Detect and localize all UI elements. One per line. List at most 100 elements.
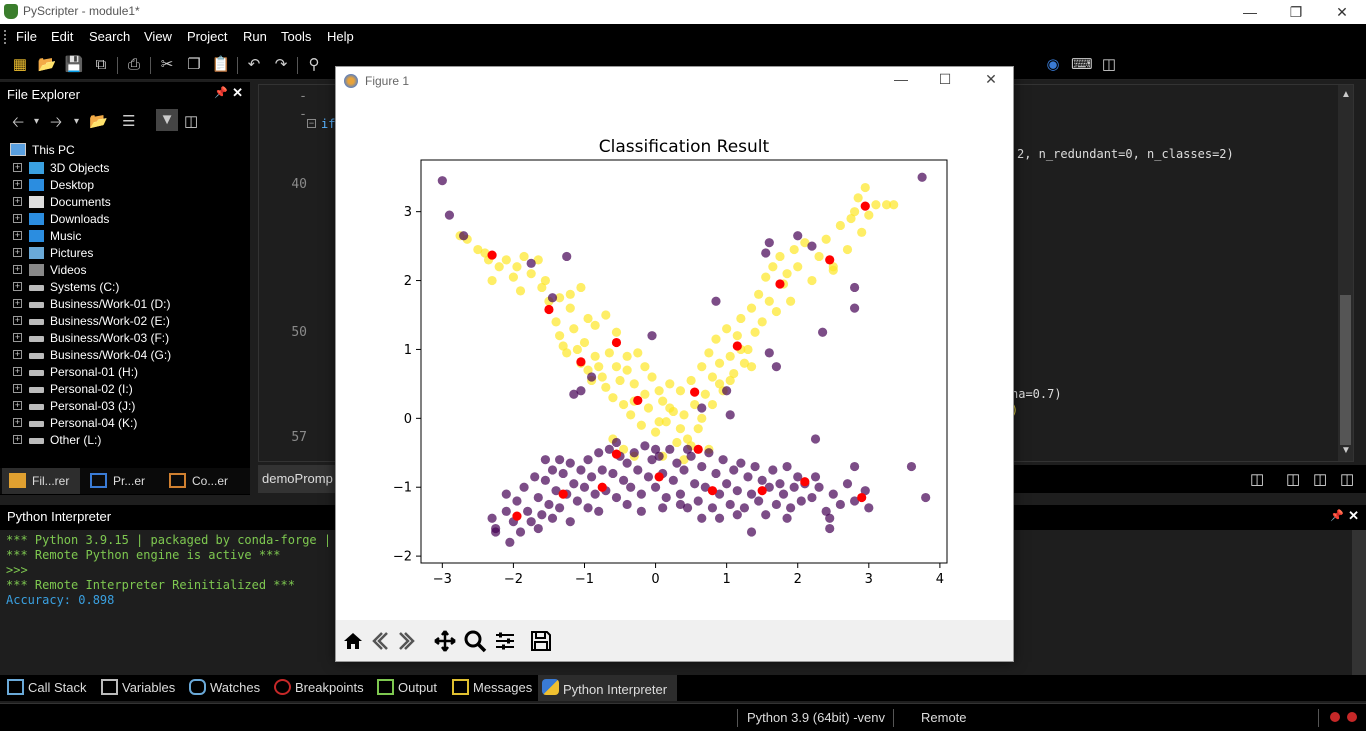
tree-item[interactable]: +3D Objects	[0, 160, 250, 177]
tab-watches[interactable]: Watches	[185, 675, 260, 701]
tab-call-stack[interactable]: Call Stack	[3, 675, 87, 701]
tab-python-interpreter[interactable]: Python Interpreter	[538, 675, 677, 701]
tree-item[interactable]: + Systems (C:)	[0, 279, 250, 296]
menu-run[interactable]: Run	[243, 29, 267, 44]
tree-item[interactable]: + Pictures	[0, 245, 250, 262]
tab-messages[interactable]: Messages	[448, 675, 532, 701]
close-panel-icon[interactable]: ✕	[232, 85, 243, 100]
expand-icon[interactable]: +	[13, 298, 22, 308]
tree-item[interactable]: + Personal-02 (I:)	[0, 381, 250, 398]
menu-tools[interactable]: Tools	[281, 29, 312, 44]
close-tab-icon[interactable]: ◫	[1340, 471, 1355, 488]
back-arrow-icon[interactable]: 🡠	[12, 114, 25, 131]
engine-mode-status[interactable]: Remote	[921, 710, 967, 725]
expand-icon[interactable]: +	[13, 196, 22, 206]
expand-icon[interactable]: +	[13, 349, 22, 359]
figure-minimize-button[interactable]: —	[894, 71, 908, 87]
copy-icon[interactable]: ❐	[187, 56, 201, 73]
tab-project-explorer[interactable]: Pr...er	[83, 468, 161, 494]
menu-file[interactable]: File	[16, 29, 37, 44]
tab-file-explorer[interactable]: Fil...rer	[2, 468, 80, 494]
expand-icon[interactable]: +	[13, 417, 22, 427]
scatter-plot[interactable]: Classification Result −3 −2 −1 0 1 2 3 4 −2 −1 0 1 2 3	[336, 95, 1013, 620]
tree-item[interactable]: + Music	[0, 228, 250, 245]
cut-icon[interactable]: ✂	[160, 56, 174, 73]
tab-variables[interactable]: Variables	[97, 675, 175, 701]
expand-icon[interactable]: +	[13, 383, 22, 393]
tab-output[interactable]: Output	[373, 675, 437, 701]
forward-icon[interactable]	[395, 629, 419, 653]
zoom-icon[interactable]	[463, 629, 487, 653]
expand-icon[interactable]: +	[13, 281, 22, 291]
figure-close-button[interactable]: ✕	[985, 71, 997, 87]
tree-item[interactable]: + Downloads	[0, 211, 250, 228]
keyboard-icon[interactable]: ⌨	[1071, 56, 1093, 73]
tree-item[interactable]: + Business/Work-04 (G:)	[0, 347, 250, 364]
expand-icon[interactable]: +	[13, 230, 22, 240]
tree-item[interactable]: + Personal-01 (H:)	[0, 364, 250, 381]
back-dropdown-icon[interactable]: ▾	[34, 116, 40, 127]
expand-icon[interactable]: +	[13, 247, 22, 257]
filter-icon[interactable]: ▼	[156, 109, 178, 131]
new-folder-icon[interactable]: ◫	[184, 113, 199, 130]
configure-subplots-icon[interactable]	[493, 629, 517, 653]
tree-item[interactable]: + Desktop	[0, 177, 250, 194]
browse-folder-icon[interactable]: 📂	[89, 113, 108, 130]
menu-help[interactable]: Help	[327, 29, 354, 44]
tree-item[interactable]: + Business/Work-02 (E:)	[0, 313, 250, 330]
tree-item[interactable]: + Other (L:)	[0, 432, 250, 449]
redo-icon[interactable]: ↷	[274, 56, 288, 73]
tab-code-explorer[interactable]: Co...er	[162, 468, 242, 494]
editor-scrollbar[interactable]: ▲ ▼	[1338, 85, 1353, 461]
expand-icon[interactable]: +	[13, 179, 22, 189]
save-figure-icon[interactable]	[529, 629, 553, 653]
new-file-icon[interactable]: ▦	[12, 56, 28, 73]
expand-icon[interactable]: +	[13, 315, 22, 325]
tree-item[interactable]: + Documents	[0, 194, 250, 211]
forward-dropdown-icon[interactable]: ▾	[74, 116, 80, 127]
python-icon[interactable]: ◉	[1046, 56, 1060, 73]
home-icon[interactable]	[341, 629, 365, 653]
maximize-button[interactable]: ❐	[1289, 4, 1303, 20]
find-icon[interactable]: ⚲	[308, 56, 320, 73]
close-button[interactable]: ✕	[1336, 4, 1348, 20]
expand-icon[interactable]: +	[13, 162, 22, 172]
expand-icon[interactable]: +	[13, 366, 22, 376]
tree-item[interactable]: + Videos	[0, 262, 250, 279]
tree-item[interactable]: + Business/Work-01 (D:)	[0, 296, 250, 313]
close-panel-icon[interactable]: ✕	[1348, 508, 1359, 523]
expand-icon[interactable]: +	[13, 264, 22, 274]
menu-project[interactable]: Project	[187, 29, 228, 44]
cascade-icon[interactable]: ◫	[1313, 471, 1328, 488]
tree-item[interactable]: + Business/Work-03 (F:)	[0, 330, 250, 347]
python-version-status[interactable]: Python 3.9 (64bit) -venv	[747, 710, 886, 725]
scroll-down-icon[interactable]: ▼	[1341, 445, 1351, 456]
figure-maximize-button[interactable]: ☐	[938, 71, 952, 87]
menu-search[interactable]: Search	[89, 29, 131, 44]
tree-item[interactable]: + Personal-04 (K:)	[0, 415, 250, 432]
window-list-icon[interactable]: ◫	[1250, 471, 1265, 488]
tile-icon[interactable]: ◫	[1286, 471, 1301, 488]
expand-icon[interactable]: +	[13, 213, 22, 223]
save-icon[interactable]: 💾	[64, 56, 84, 73]
pan-icon[interactable]	[433, 629, 457, 653]
fold-toggle-icon[interactable]: −	[307, 118, 316, 128]
open-file-icon[interactable]: 📂	[37, 56, 57, 73]
expand-icon[interactable]: +	[13, 400, 22, 410]
expand-icon[interactable]: +	[13, 332, 22, 342]
scroll-up-icon[interactable]: ▲	[1341, 89, 1351, 100]
pin-icon[interactable]: 📌	[214, 87, 228, 99]
menu-edit[interactable]: Edit	[51, 29, 74, 44]
paste-icon[interactable]: 📋	[211, 56, 231, 73]
tree-item[interactable]: + Personal-03 (J:)	[0, 398, 250, 415]
pin-icon[interactable]: 📌	[1330, 510, 1344, 522]
tree-view-icon[interactable]: ☰	[122, 113, 136, 130]
back-icon[interactable]	[368, 629, 392, 653]
menu-view[interactable]: View	[144, 29, 172, 44]
scroll-thumb[interactable]	[1340, 295, 1351, 445]
interpreter-scrollbar[interactable]	[1352, 530, 1366, 675]
expand-icon[interactable]: +	[13, 434, 22, 444]
layout-dropdown-icon[interactable]: ◫	[1101, 56, 1117, 73]
tab-breakpoints[interactable]: Breakpoints	[270, 675, 364, 701]
tree-root[interactable]: This PC	[32, 143, 75, 157]
